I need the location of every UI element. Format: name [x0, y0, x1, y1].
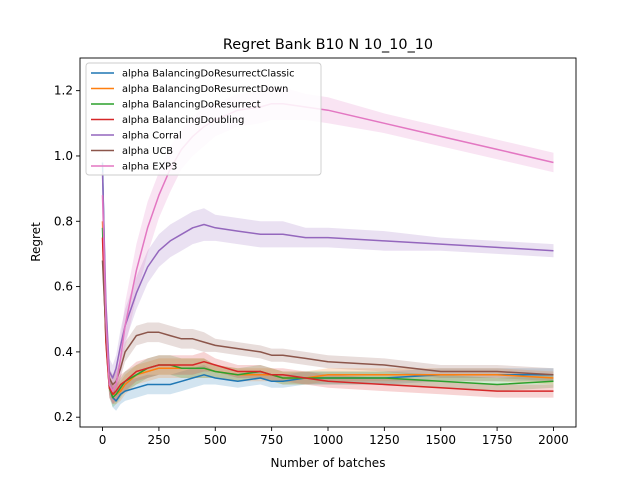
x-tick-label: 2000 [538, 433, 569, 447]
line-series-3 [101, 237, 554, 396]
y-tick-label: 0.6 [54, 280, 73, 294]
legend-label-5: alpha UCB [122, 146, 173, 157]
y-tick-label: 1.2 [54, 84, 73, 98]
x-axis-ticks: 0 250 500 750 1000 1250 1500 1750 2000 [99, 427, 569, 447]
legend-label-6: alpha EXP3 [122, 162, 177, 173]
legend-label-4: alpha Corral [122, 131, 182, 142]
line-series-2 [101, 227, 554, 399]
y-axis-label: Regret [29, 222, 43, 262]
x-tick-label: 250 [147, 433, 170, 447]
y-tick-label: 0.8 [54, 214, 73, 228]
y-axis-ticks: 0.2 0.4 0.6 0.8 1.0 1.2 [54, 84, 80, 424]
legend-label-0: alpha BalancingDoResurrectClassic [122, 69, 295, 80]
legend-box [85, 62, 322, 176]
legend-label-2: alpha BalancingDoResurrect [122, 100, 261, 111]
band-series-5 [102, 244, 554, 395]
x-tick-label: 1000 [313, 433, 344, 447]
y-tick-label: 0.2 [54, 410, 73, 424]
legend: alpha BalancingDoResurrectClassic alpha B… [85, 62, 322, 176]
chart-title: Regret Bank B10 N 10_10_10 [223, 37, 433, 53]
x-tick-label: 500 [204, 433, 227, 447]
line-series-4 [101, 172, 554, 379]
legend-label-1: alpha BalancingDoResurrectDown [122, 84, 288, 95]
x-tick-label: 1250 [369, 433, 400, 447]
x-axis-label: Number of batches [271, 456, 386, 470]
band-series-2 [102, 211, 554, 408]
series-lines [101, 102, 554, 402]
x-tick-label: 1500 [425, 433, 456, 447]
x-tick-label: 0 [99, 433, 107, 447]
legend-label-3: alpha BalancingDoubling [122, 115, 244, 126]
x-tick-label: 750 [260, 433, 283, 447]
y-tick-label: 1.0 [54, 149, 73, 163]
y-tick-label: 0.4 [54, 345, 73, 359]
x-tick-label: 1750 [482, 433, 513, 447]
band-series-3 [102, 221, 554, 405]
